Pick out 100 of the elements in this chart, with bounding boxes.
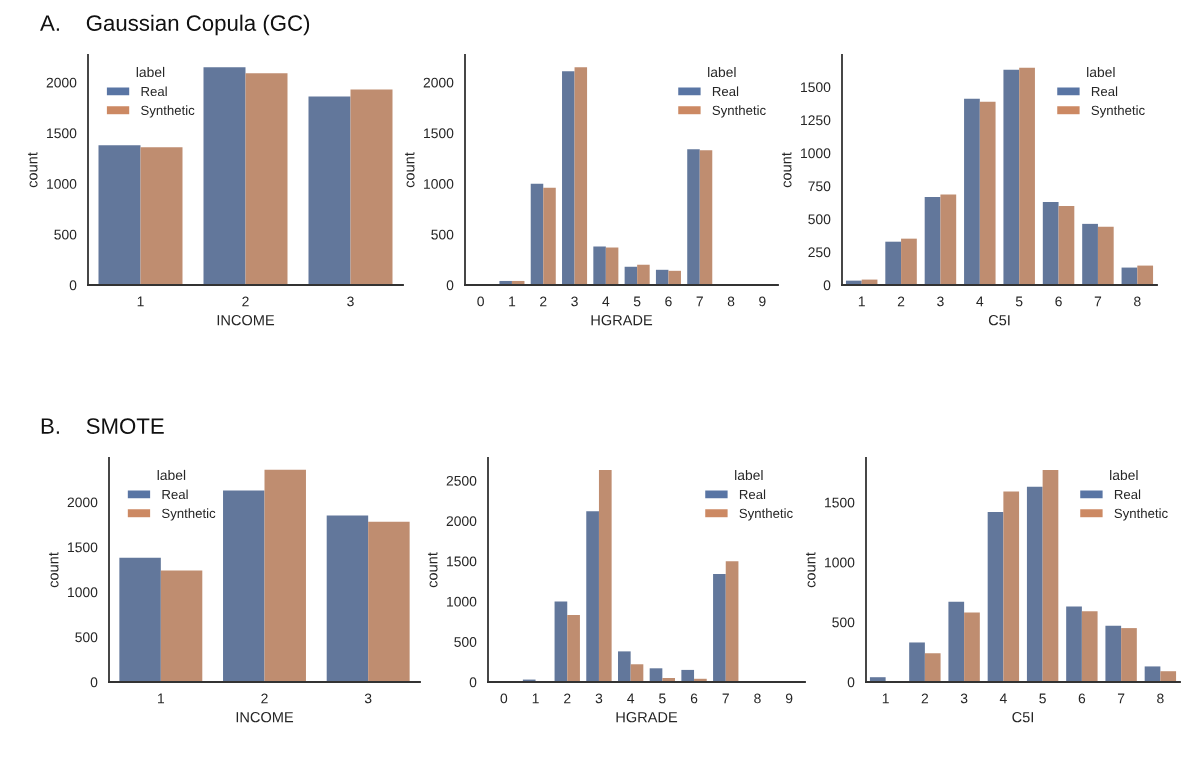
x-axis-title: INCOME (236, 712, 294, 723)
x-tick-label: 3 (937, 296, 944, 307)
legend-label: Real (162, 489, 188, 500)
x-tick-label: 2 (261, 693, 268, 704)
y-tick-label: 1000 (801, 148, 831, 159)
y-tick-label: 1000 (447, 596, 477, 607)
bar (1137, 265, 1154, 285)
bar (668, 270, 681, 285)
x-tick-label: 5 (1015, 296, 1023, 307)
x-tick-label: 1 (882, 693, 889, 704)
bar (687, 149, 700, 285)
bar (554, 601, 568, 682)
bar (1160, 671, 1177, 682)
x-tick-label: 1 (158, 693, 165, 704)
x-tick-label: 6 (690, 693, 698, 704)
legend-label: Real (1114, 489, 1141, 500)
bar (948, 601, 965, 682)
bar (562, 71, 575, 285)
y-axis-title: count (805, 552, 816, 588)
y-tick-label: 2000 (67, 497, 98, 508)
y-tick-label: 0 (469, 677, 477, 688)
legend-label: Real (712, 86, 739, 97)
bar (593, 246, 606, 285)
legend-title: label (136, 66, 165, 78)
x-tick-label: 7 (722, 693, 729, 704)
x-tick-label: 5 (659, 693, 666, 704)
bar (605, 247, 619, 285)
y-tick-label: 1000 (68, 587, 98, 598)
y-tick-label: 500 (431, 229, 454, 240)
legend-title: label (157, 469, 186, 481)
x-tick-label: 8 (1134, 296, 1141, 307)
bar (649, 668, 663, 682)
bar (368, 521, 410, 682)
y-tick-label: 2000 (423, 77, 454, 88)
y-tick-label: 2000 (46, 77, 77, 88)
y-tick-label: 1500 (424, 128, 454, 139)
x-tick-label: 1 (137, 296, 144, 307)
x-tick-label: 7 (1094, 296, 1102, 307)
bar (617, 651, 631, 682)
x-tick-label: 6 (1078, 693, 1086, 704)
legend-label: Synthetic (712, 105, 766, 118)
x-tick-label: 1 (858, 296, 865, 307)
bar (1003, 491, 1020, 682)
bar (924, 653, 941, 682)
bar (586, 511, 599, 682)
bar (713, 574, 726, 682)
legend-title: label (1087, 66, 1115, 78)
bar (1097, 226, 1114, 285)
bar (1066, 606, 1082, 682)
bar (1042, 202, 1059, 285)
x-tick-label: 2 (540, 296, 547, 307)
legend-title: label (735, 469, 763, 481)
bar (1082, 223, 1098, 285)
y-tick-label: 0 (823, 280, 831, 291)
y-axis-title: count (27, 152, 38, 188)
y-tick-label: 500 (75, 632, 98, 643)
x-tick-label: 8 (727, 296, 735, 307)
x-tick-label: 3 (347, 296, 354, 307)
y-axis-title: count (781, 152, 792, 188)
bar (909, 642, 925, 682)
x-tick-label: 2 (897, 296, 905, 307)
bar (350, 89, 393, 285)
bar (924, 197, 941, 285)
bar (637, 264, 650, 285)
bar (98, 145, 141, 285)
x-tick-label: 3 (960, 693, 968, 704)
x-tick-label: 0 (500, 693, 508, 704)
y-axis-title: count (404, 152, 415, 188)
y-tick-label: 1000 (825, 557, 855, 568)
y-tick-label: 750 (808, 181, 831, 192)
y-tick-label: 0 (847, 677, 855, 688)
legend-label: Real (141, 86, 167, 97)
x-tick-label: 4 (976, 296, 984, 307)
bar (1081, 611, 1098, 682)
bar (1058, 206, 1075, 285)
legend-label: Synthetic (1091, 105, 1145, 118)
bar (1105, 625, 1122, 682)
bar (940, 194, 957, 285)
y-tick-label: 1250 (801, 115, 831, 126)
bar (1121, 628, 1137, 682)
x-tick-label: 4 (627, 693, 635, 704)
y-tick-label: 500 (808, 214, 831, 225)
y-tick-label: 1500 (825, 497, 855, 508)
bar (567, 615, 580, 682)
bar (308, 96, 351, 285)
y-tick-label: 1000 (47, 179, 77, 189)
y-tick-label: 0 (69, 280, 77, 291)
y-tick-label: 1000 (424, 179, 454, 189)
x-tick-label: 7 (696, 296, 703, 307)
y-axis-title: count (427, 552, 438, 588)
y-axis-title: count (48, 552, 59, 588)
y-tick-label: 500 (54, 229, 77, 240)
bar (699, 150, 713, 285)
bar (119, 557, 161, 682)
x-tick-label: 0 (477, 296, 484, 307)
bar (598, 470, 612, 682)
legend-title: label (1110, 469, 1138, 481)
x-tick-label: 5 (633, 296, 641, 307)
x-tick-label: 5 (1039, 693, 1046, 704)
chart-title: A. Gaussian Copula (GC) (40, 14, 310, 36)
